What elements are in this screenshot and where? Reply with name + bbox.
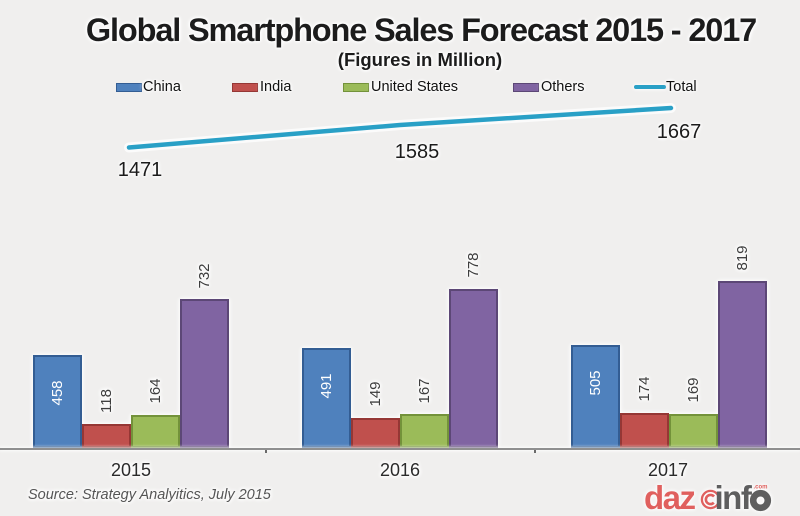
svg-text:daz: daz [644, 479, 696, 516]
svg-text:inf: inf [715, 479, 753, 516]
svg-text:.com: .com [754, 485, 768, 491]
